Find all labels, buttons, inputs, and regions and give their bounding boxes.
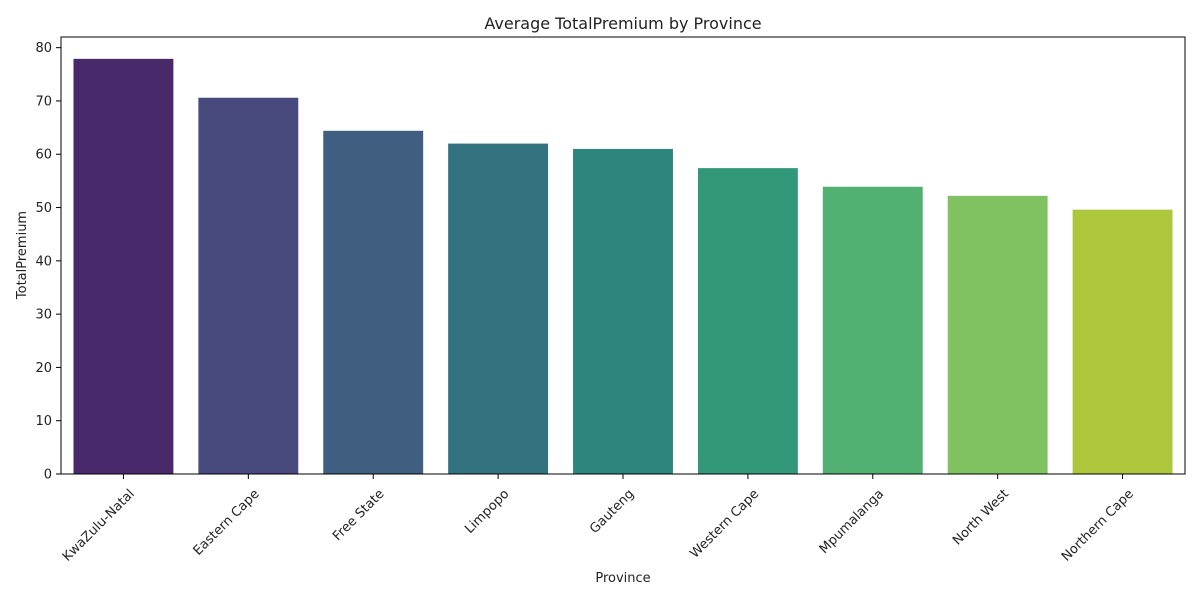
bars-group bbox=[73, 58, 1173, 475]
x-tick-label: Mpumalanga bbox=[817, 487, 887, 557]
bar-eastern-cape bbox=[198, 97, 299, 474]
x-tick-label: Northern Cape bbox=[1059, 487, 1137, 565]
x-axis-label: Province bbox=[595, 571, 650, 586]
x-axis: KwaZulu-Natal Eastern Cape Free State Limpo… bbox=[60, 474, 1137, 565]
y-tick-label: 70 bbox=[35, 94, 52, 109]
bar-northern-cape bbox=[1072, 209, 1173, 475]
bar-western-cape bbox=[697, 168, 798, 474]
y-tick-label: 80 bbox=[35, 41, 52, 56]
bar-north-west bbox=[947, 195, 1048, 474]
x-tick-label: Free State bbox=[330, 487, 387, 544]
bar-mpumalanga bbox=[822, 186, 923, 474]
x-tick-label: North West bbox=[950, 487, 1012, 549]
y-tick-label: 60 bbox=[35, 148, 52, 163]
x-tick-label: Limpopo bbox=[462, 487, 512, 537]
x-tick-label: Eastern Cape bbox=[191, 487, 263, 559]
y-tick-label: 0 bbox=[44, 468, 52, 483]
chart-title: Average TotalPremium by Province bbox=[484, 14, 761, 33]
bar-limpopo bbox=[448, 143, 549, 474]
y-tick-label: 10 bbox=[35, 414, 52, 429]
y-tick-label: 40 bbox=[35, 254, 52, 269]
bar-free-state bbox=[323, 130, 424, 475]
y-axis: 0 10 20 30 40 50 60 70 80 bbox=[35, 41, 61, 483]
plot-frame bbox=[60, 36, 1186, 475]
bar-kwazulu-natal bbox=[73, 58, 174, 474]
y-tick-label: 50 bbox=[35, 201, 52, 216]
y-axis-label: TotalPremium bbox=[15, 211, 30, 300]
x-tick-label: KwaZulu-Natal bbox=[60, 487, 138, 565]
y-tick-label: 30 bbox=[35, 308, 52, 323]
y-tick-label: 20 bbox=[35, 361, 52, 376]
bar-gauteng bbox=[573, 148, 673, 475]
x-tick-label: Gauteng bbox=[587, 487, 637, 537]
x-tick-label: Western Cape bbox=[687, 487, 762, 562]
